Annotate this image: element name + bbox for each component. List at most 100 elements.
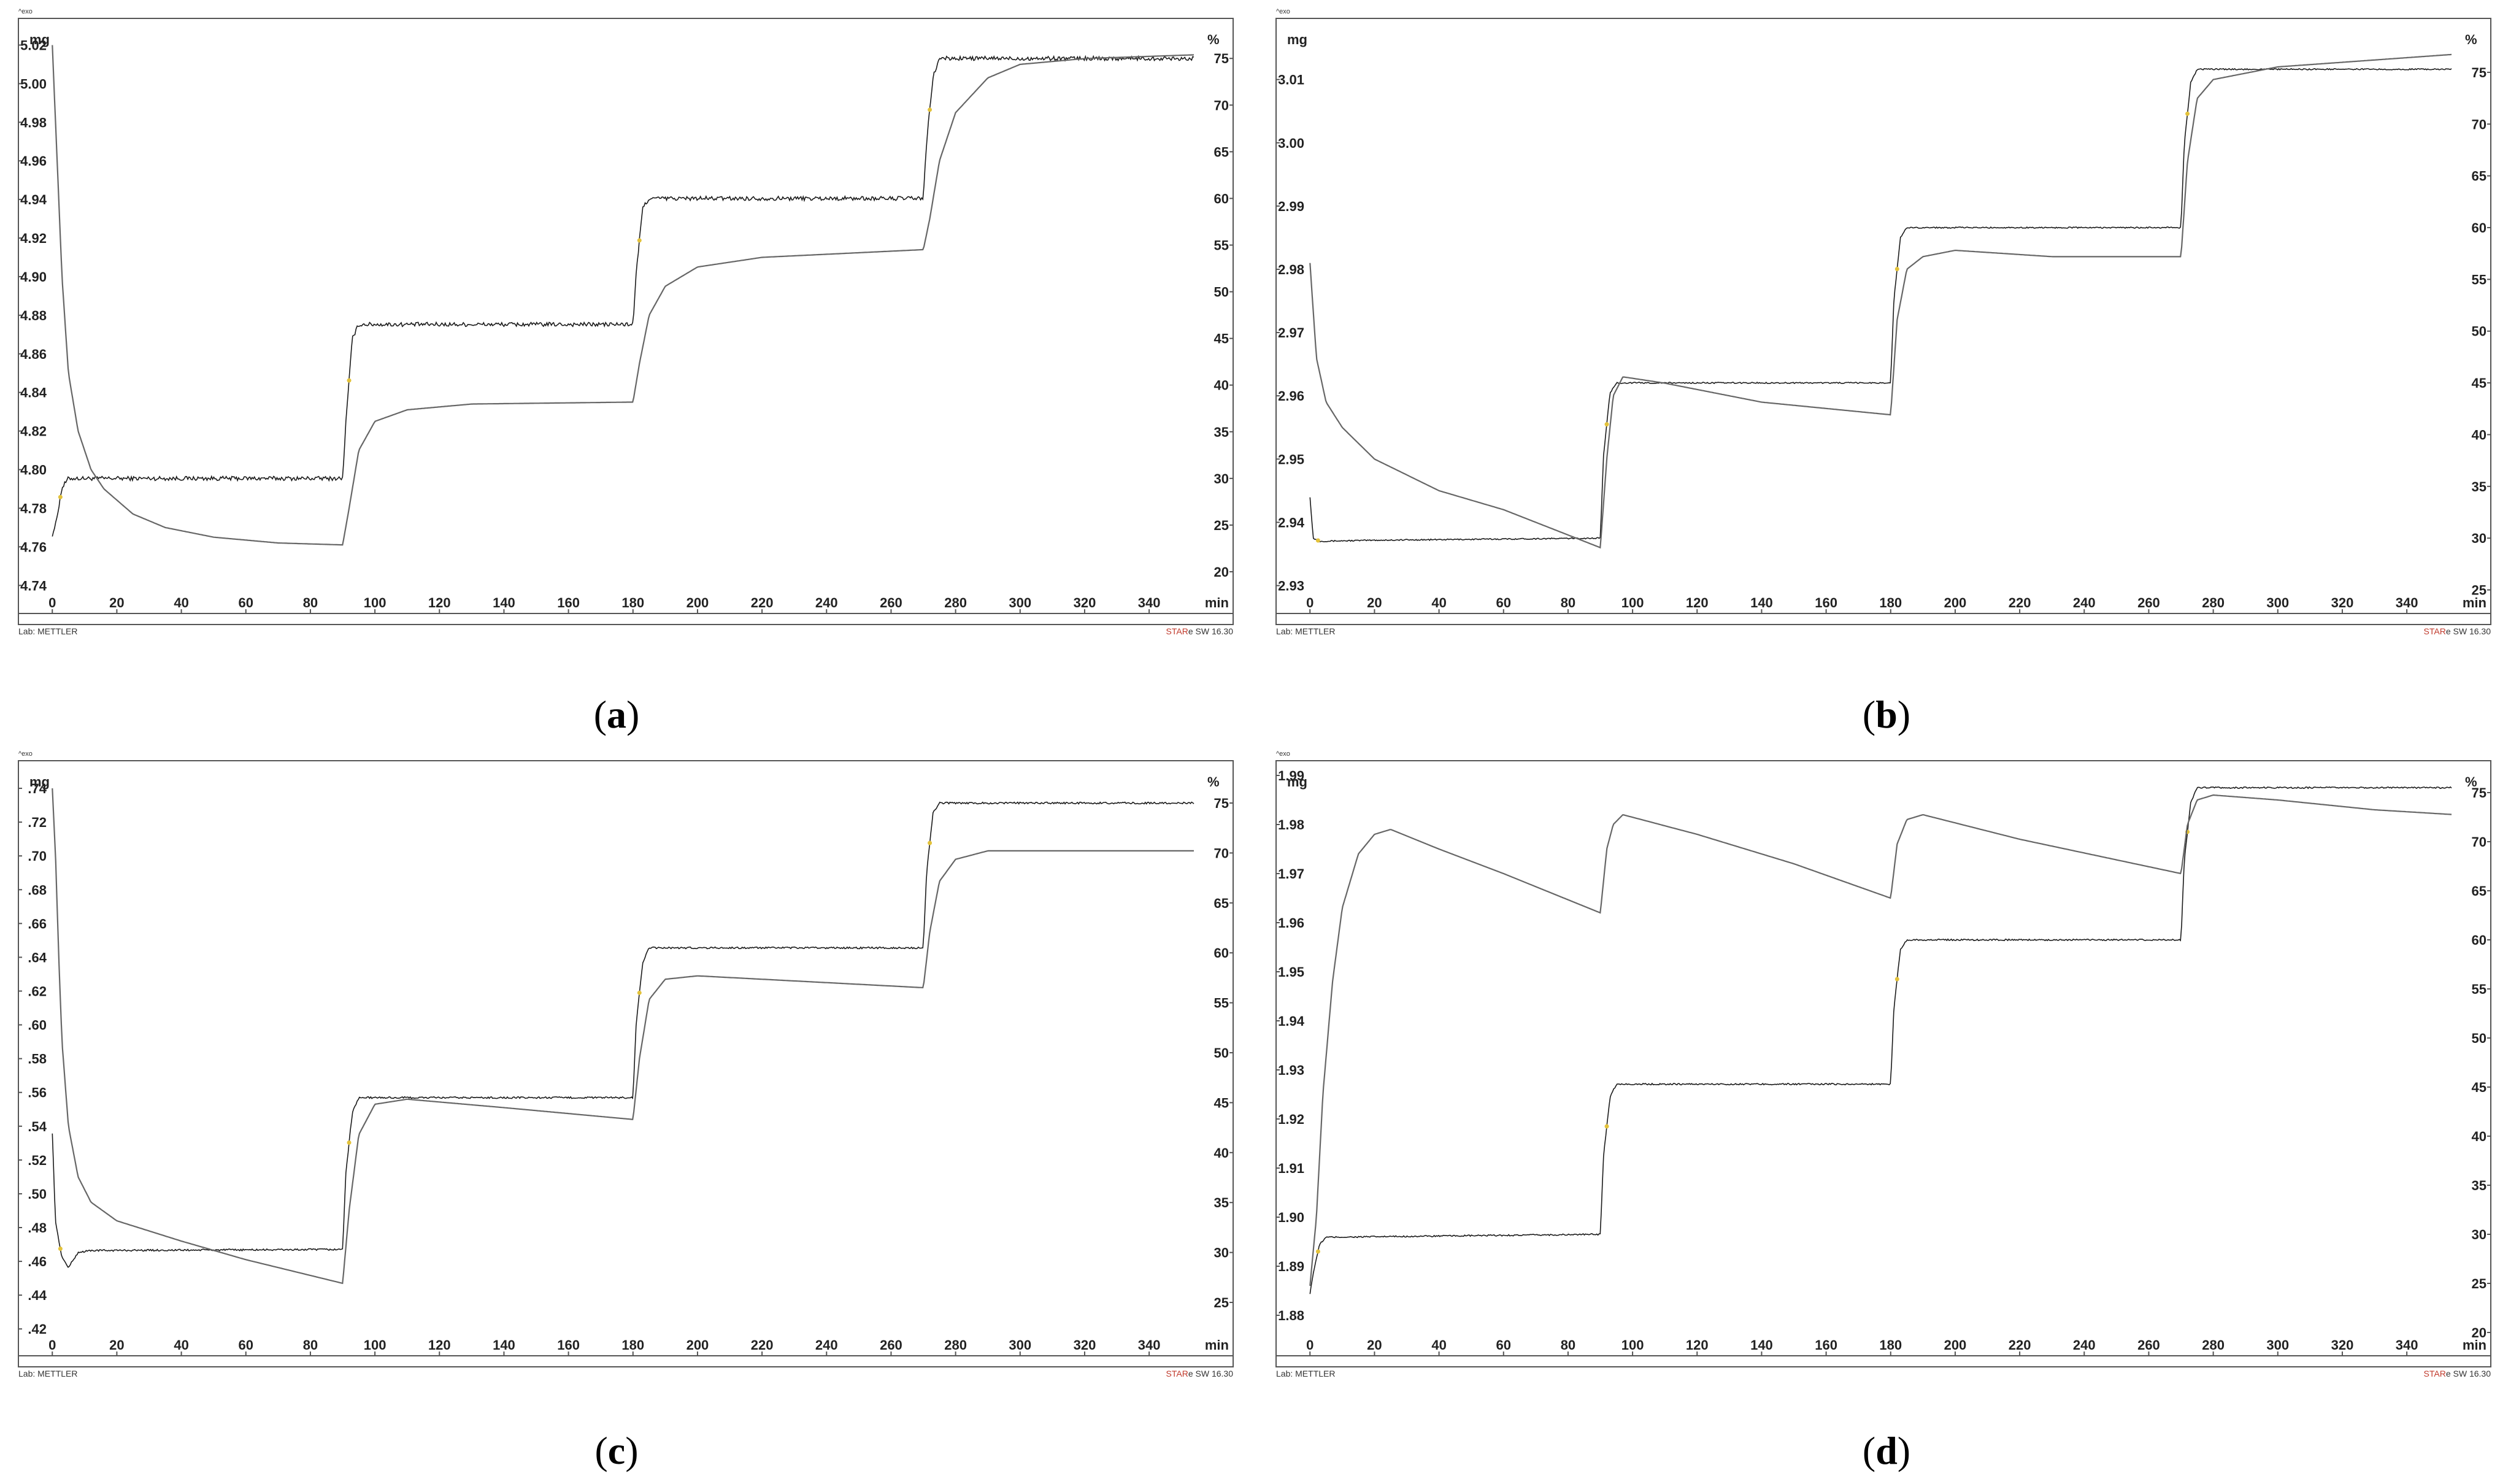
series-line-humidity: [1309, 67, 2452, 542]
left-tick-label: 4.88: [20, 308, 47, 323]
x-tick-label: 140: [1750, 595, 1773, 610]
x-tick-label: 220: [751, 1337, 774, 1353]
footer-software-label: STARe SW 16.30: [2424, 626, 2491, 636]
x-tick-label: 240: [815, 1337, 838, 1353]
right-tick-label: 50: [1214, 1045, 1229, 1061]
right-tick-label: 75: [2472, 65, 2487, 80]
right-tick-label: 60: [2472, 220, 2487, 236]
right-tick-label: 20: [1214, 564, 1229, 580]
series-line-mass: [1309, 53, 2452, 549]
x-tick-label: 340: [1138, 1337, 1161, 1353]
right-tick-label: 70: [2472, 834, 2487, 850]
x-unit-label: min: [2463, 595, 2487, 610]
x-tick-label: 300: [2266, 1337, 2289, 1353]
x-tick-label: 60: [239, 1337, 253, 1353]
left-tick-label: 5.02: [20, 37, 47, 53]
left-tick-label: 3.01: [1278, 72, 1304, 88]
x-tick-label: 280: [944, 595, 967, 610]
x-tick-label: 140: [493, 595, 515, 610]
left-tick-label: .46: [28, 1254, 47, 1269]
right-unit-label: %: [2465, 32, 2477, 47]
x-tick-label: 220: [751, 595, 774, 610]
right-tick-label: 50: [1214, 285, 1229, 300]
right-tick-label: 55: [2472, 982, 2487, 997]
x-tick-label: 60: [239, 595, 253, 610]
x-tick-label: 340: [2396, 1337, 2418, 1353]
footer-version: e SW 16.30: [1188, 626, 1233, 636]
left-tick-label: .70: [28, 848, 47, 864]
left-tick-label: .50: [28, 1186, 47, 1202]
chart-svg: ^exo mg % .42 .44 .46 .48 .50 .52 .54 .56 .58 .60 .62…: [18, 750, 1234, 1378]
left-tick-label: .44: [28, 1288, 47, 1303]
series-line-humidity: [1309, 786, 2452, 1294]
chart-panel-a: ^exo mg% 4.74 4.76 4.78 4.80 4.82 4.84 4.86 4.88 4…: [0, 0, 1252, 638]
footer-version: e SW 16.30: [2446, 1369, 2491, 1378]
right-tick-label: 20: [2472, 1325, 2487, 1340]
left-tick-label: 2.97: [1278, 325, 1304, 340]
footer-star-mark: STAR: [1166, 1369, 1188, 1378]
x-tick-label: 140: [493, 1337, 515, 1353]
x-tick-label: 300: [1009, 1337, 1031, 1353]
footer-lab-label: Lab: METTLER: [1276, 626, 1335, 636]
step-marker: [1894, 267, 1899, 272]
x-tick-label: 240: [2073, 595, 2096, 610]
chart-svg: ^exo mg % 4.74 4.76 4.78 4.80 4.82 4.84 4.86 4.88 4…: [18, 8, 1234, 636]
left-tick-label: 1.99: [1278, 768, 1304, 783]
right-tick-label: 75: [1214, 51, 1229, 66]
left-tick-label: 4.92: [20, 231, 47, 246]
x-tick-label: 180: [1879, 595, 1902, 610]
x-tick-label: 100: [1621, 1337, 1644, 1353]
step-marker: [2185, 111, 2190, 116]
left-tick-label: 5.00: [20, 76, 47, 91]
left-tick-label: 4.96: [20, 153, 47, 169]
left-tick-label: 4.98: [20, 115, 47, 130]
left-tick-label: 1.91: [1278, 1161, 1304, 1176]
chart-svg: ^exo mg % 1.88 1.89 1.90 1.91 1.92 1.93 1.94 1.95 1…: [1275, 750, 2491, 1378]
left-tick-label: .58: [28, 1051, 47, 1067]
x-tick-label: 160: [1815, 1337, 1837, 1353]
x-tick-label: 60: [1496, 595, 1511, 610]
x-unit-label: min: [1205, 1337, 1229, 1353]
x-tick-label: 20: [1367, 595, 1382, 610]
left-tick-label: .74: [28, 781, 47, 796]
x-tick-label: 300: [1009, 595, 1031, 610]
chart-frame: [1275, 18, 2491, 625]
x-tick-label: 120: [428, 595, 451, 610]
x-tick-label: 320: [2331, 595, 2354, 610]
left-tick-label: 2.99: [1278, 199, 1304, 214]
x-tick-label: 220: [2009, 1337, 2031, 1353]
left-tick-label: 4.78: [20, 501, 47, 516]
footer-lab-label: Lab: METTLER: [18, 626, 77, 636]
right-tick-label: 30: [2472, 531, 2487, 546]
x-tick-label: 260: [880, 595, 902, 610]
x-tick-label: 260: [2137, 1337, 2160, 1353]
left-tick-label: .72: [28, 815, 47, 830]
right-tick-label: 45: [1214, 1095, 1229, 1110]
chart-frame: [18, 18, 1234, 625]
x-tick-label: 80: [303, 1337, 318, 1353]
x-tick-label: 160: [557, 595, 580, 610]
left-tick-label: 1.92: [1278, 1112, 1304, 1127]
x-tick-label: 40: [1431, 595, 1446, 610]
chart-frame: [18, 760, 1234, 1367]
right-tick-label: 25: [2472, 583, 2487, 598]
right-tick-label: 40: [2472, 1129, 2487, 1144]
left-tick-label: 4.82: [20, 424, 47, 439]
chart-panel-b: ^exo mg% 2.93 2.94 2.95 2.96 2.97 2.98 2.99 3.00 3…: [1258, 0, 2500, 638]
right-tick-label: 40: [2472, 427, 2487, 442]
left-tick-label: 2.95: [1278, 452, 1304, 467]
right-tick-label: 75: [2472, 785, 2487, 801]
series-line-humidity: [52, 55, 1194, 537]
x-tick-label: 20: [1367, 1337, 1382, 1353]
x-tick-label: 0: [1306, 1337, 1313, 1353]
right-tick-label: 35: [2472, 479, 2487, 494]
x-tick-label: 260: [880, 1337, 902, 1353]
series-line-mass: [1309, 794, 2452, 1286]
right-tick-label: 65: [2472, 169, 2487, 184]
right-tick-label: 60: [2472, 932, 2487, 948]
x-tick-label: 320: [1074, 595, 1096, 610]
left-tick-label: 1.96: [1278, 915, 1304, 931]
left-tick-label: .42: [28, 1321, 47, 1337]
left-tick-label: 4.86: [20, 347, 47, 362]
footer-star-mark: STAR: [1166, 626, 1188, 636]
